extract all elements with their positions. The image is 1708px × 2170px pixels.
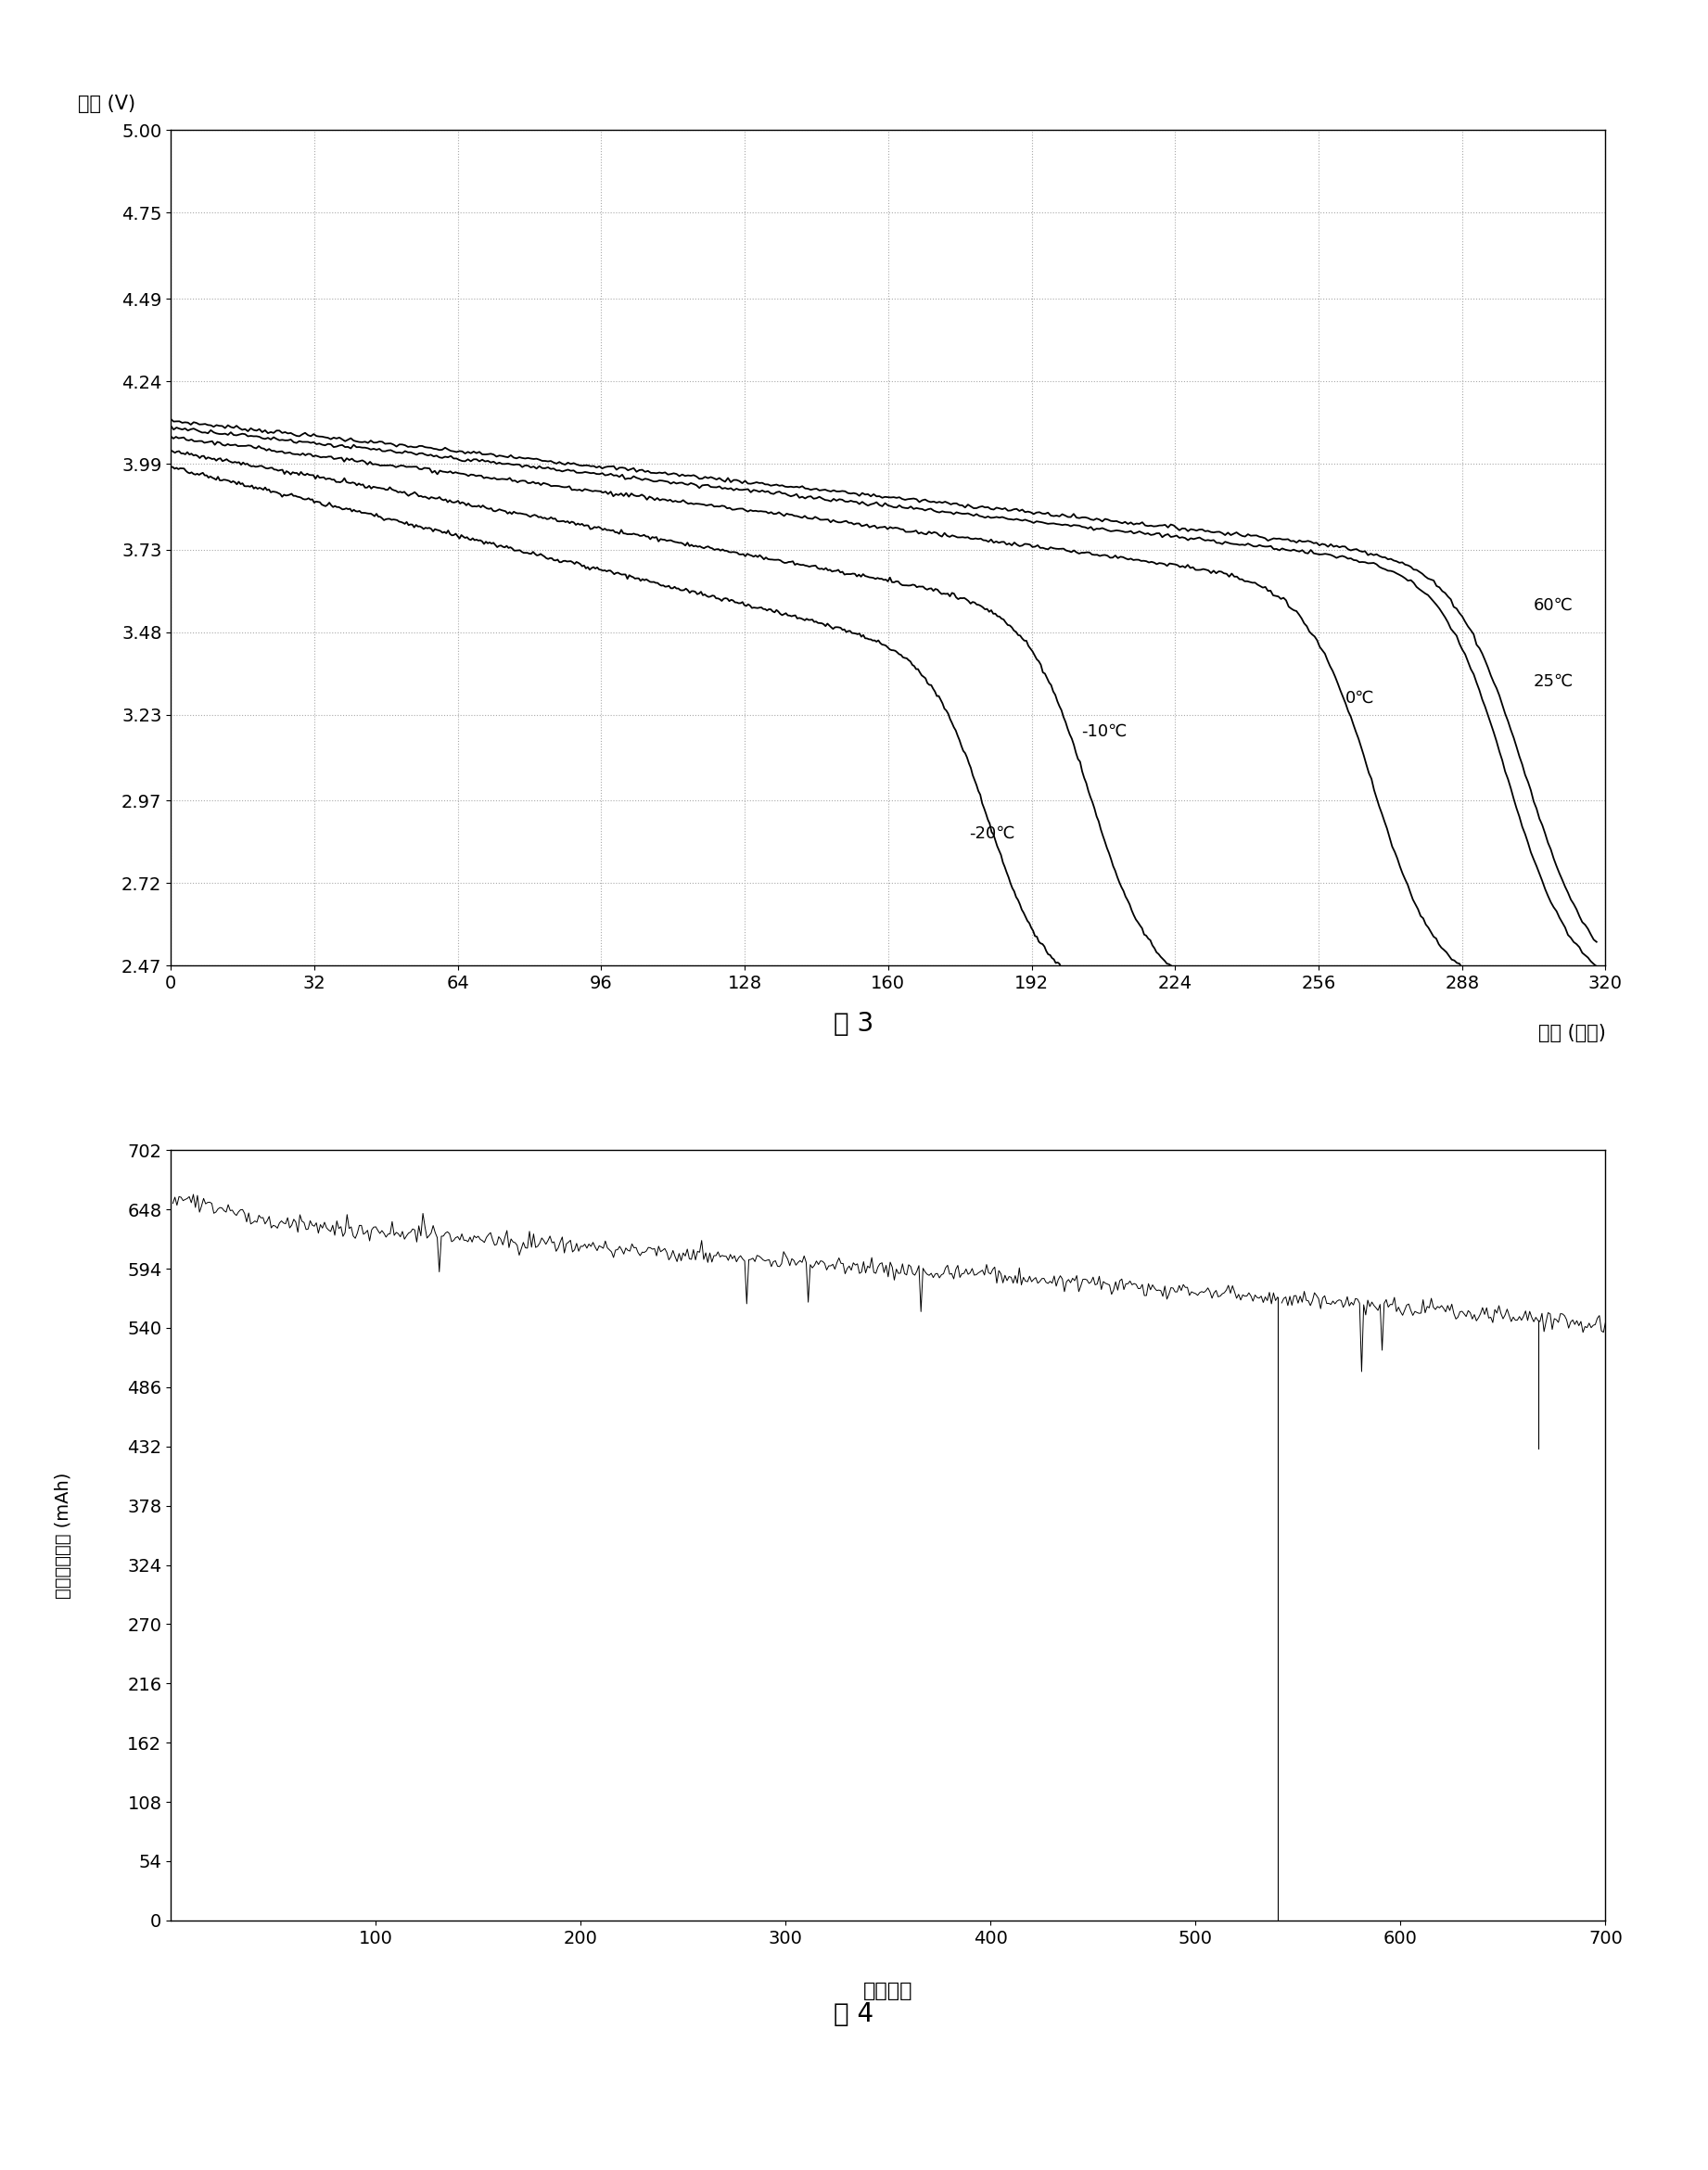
- Text: 60℃: 60℃: [1534, 597, 1573, 614]
- Text: 时间 (分钟): 时间 (分钟): [1537, 1024, 1606, 1042]
- Text: -20℃: -20℃: [968, 825, 1015, 842]
- Text: 放电终了容量 (mAh): 放电终了容量 (mAh): [55, 1471, 72, 1599]
- Text: 图 4: 图 4: [834, 2001, 874, 2027]
- Text: 图 3: 图 3: [834, 1011, 874, 1037]
- Text: -10℃: -10℃: [1081, 723, 1127, 740]
- Text: 25℃: 25℃: [1534, 673, 1573, 690]
- Text: 循环次数: 循环次数: [863, 1981, 914, 2001]
- Text: 0℃: 0℃: [1346, 690, 1375, 707]
- Text: 电压 (V): 电压 (V): [77, 95, 135, 113]
